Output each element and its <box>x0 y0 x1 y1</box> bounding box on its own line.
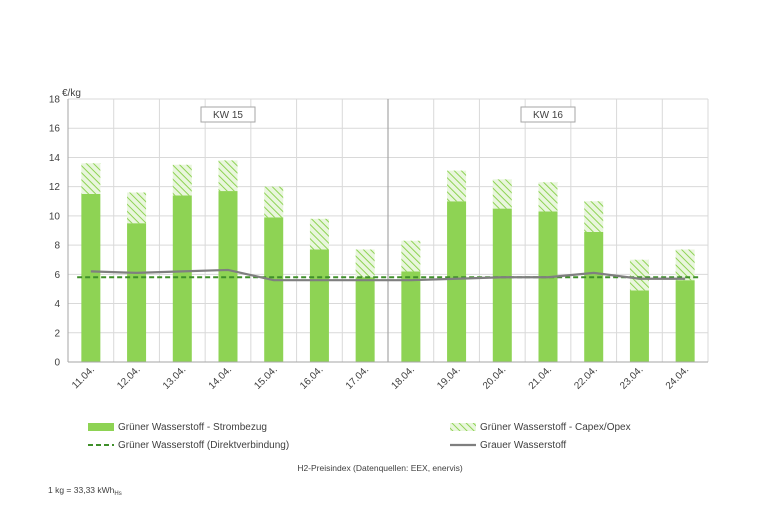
legend-label: Grauer Wasserstoff <box>480 440 566 451</box>
x-tick-label: 18.04. <box>390 364 417 391</box>
bar-capex-opex <box>675 249 695 281</box>
week-label-box <box>520 106 576 123</box>
legend-label: Grüner Wasserstoff - Capex/Opex <box>480 422 631 433</box>
bar-capex-opex <box>81 163 101 194</box>
bar-strombezug <box>309 249 329 362</box>
y-tick-label: 16 <box>49 124 61 135</box>
bar-strombezug <box>401 271 421 362</box>
chart-caption: H2-Preisindex (Datenquellen: EEX, enervi… <box>297 463 463 473</box>
week-label: KW 16 <box>533 110 563 121</box>
y-tick-label: 18 <box>49 95 61 106</box>
bar-capex-opex <box>172 164 192 196</box>
bars <box>81 160 695 362</box>
x-tick-label: 22.04. <box>572 364 599 391</box>
bar-capex-opex <box>218 160 238 192</box>
x-tick-label: 14.04. <box>207 364 234 391</box>
week-labels: KW 15 KW 16 <box>200 99 576 362</box>
legend-swatch-strombezug <box>88 423 114 431</box>
bar-capex-opex <box>584 201 604 232</box>
week-label-box <box>200 106 256 123</box>
y-tick-label: 6 <box>54 270 60 281</box>
axes: 0 2 4 6 8 10 12 14 16 18 11.04. 12.04. 13.04. 14.04. 1… <box>49 95 708 392</box>
bar-capex-opex <box>355 249 375 278</box>
bar-capex-opex <box>447 170 467 202</box>
line-grauer-wasserstoff <box>90 268 686 282</box>
x-tick-label: 21.04. <box>527 364 554 391</box>
x-tick-label: 15.04. <box>252 364 279 391</box>
y-tick-label: 2 <box>54 328 60 339</box>
x-tick-label: 17.04. <box>344 364 371 391</box>
y-axis-unit-label: €/kg <box>62 88 81 99</box>
y-tick-label: 8 <box>54 241 60 252</box>
bar-strombezug <box>629 290 649 362</box>
x-tick-label: 24.04. <box>664 364 691 391</box>
bar-strombezug <box>538 211 558 362</box>
bar-capex-opex <box>629 259 649 291</box>
y-tick-label: 10 <box>49 211 61 222</box>
bar-capex-opex <box>309 218 329 250</box>
bar-capex-opex <box>401 240 421 272</box>
legend-label: Grüner Wasserstoff (Direktverbindung) <box>118 440 289 451</box>
x-tick-label: 11.04. <box>70 364 97 391</box>
x-tick-label: 12.04. <box>115 364 142 391</box>
bar-capex-opex <box>264 186 284 218</box>
bar-strombezug <box>447 201 467 362</box>
bar-capex-opex <box>127 192 147 224</box>
x-tick-label: 19.04. <box>435 364 462 391</box>
bar-strombezug <box>584 231 604 362</box>
unit-conversion-note-main: 1 kg = 33,33 kWh <box>48 485 115 495</box>
bar-capex-opex <box>538 182 558 212</box>
y-tick-label: 14 <box>49 153 61 164</box>
y-tick-label: 12 <box>49 182 61 193</box>
legend-label: Grüner Wasserstoff - Strombezug <box>118 422 267 433</box>
x-tick-label: 23.04. <box>618 364 645 391</box>
bar-strombezug <box>492 208 512 362</box>
bar-strombezug <box>355 277 375 362</box>
bar-capex-opex <box>492 179 512 209</box>
legend: Grüner Wasserstoff - Strombezug Grüner Wa… <box>88 422 631 451</box>
unit-conversion-note: 1 kg = 33,33 kWhHs <box>48 485 122 497</box>
y-tick-label: 0 <box>54 358 60 369</box>
bar-strombezug <box>127 223 147 362</box>
legend-swatch-capex-opex <box>450 423 476 431</box>
unit-conversion-note-subscript: Hs <box>114 491 121 497</box>
x-tick-label: 16.04. <box>298 364 325 391</box>
x-tick-label: 20.04. <box>481 364 508 391</box>
bar-strombezug <box>264 217 284 362</box>
week-label: KW 15 <box>213 110 243 121</box>
bar-strombezug <box>675 280 695 362</box>
bar-strombezug <box>81 193 101 362</box>
bar-strombezug <box>218 191 238 362</box>
x-tick-label: 13.04. <box>161 364 188 391</box>
bar-strombezug <box>172 195 192 362</box>
y-tick-label: 4 <box>54 299 60 310</box>
series-lines <box>77 268 699 282</box>
